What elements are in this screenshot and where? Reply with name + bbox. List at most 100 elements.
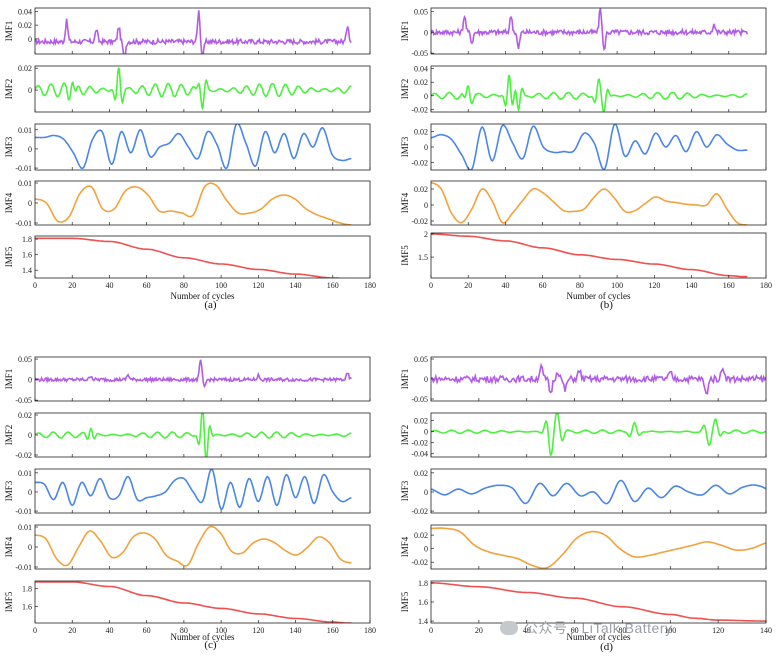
- y-tick-label: 0.01: [18, 469, 32, 478]
- y-tick-label: -0.01: [15, 507, 32, 516]
- x-tick-label: 0: [33, 281, 37, 290]
- y-axis-label: IMF4: [400, 536, 410, 557]
- y-tick-label: -0.05: [411, 395, 428, 404]
- x-tick-label: 100: [215, 281, 227, 290]
- series-line-imf1: [35, 10, 352, 54]
- figure-caption: (a): [204, 299, 217, 311]
- x-tick-label: 140: [290, 281, 302, 290]
- y-axis-label: IMF1: [4, 369, 14, 390]
- x-tick-label: 40: [105, 626, 113, 635]
- x-tick-label: 80: [618, 626, 626, 635]
- y-tick-label: -0.02: [15, 451, 32, 460]
- y-axis-label: IMF5: [4, 246, 14, 267]
- x-tick-label: 40: [501, 281, 509, 290]
- x-tick-label: 100: [611, 281, 623, 290]
- y-tick-label: -0.02: [411, 439, 428, 448]
- x-tick-label: 180: [760, 281, 772, 290]
- y-tick-label: 0.02: [18, 64, 32, 73]
- panel-frame: [430, 123, 767, 171]
- y-tick-label: 0.02: [414, 185, 428, 194]
- x-tick-label: 120: [252, 626, 264, 635]
- y-tick-label: 0: [28, 488, 32, 497]
- panel-frame: [430, 412, 767, 458]
- x-tick-label: 0: [429, 626, 433, 635]
- panel-frame: [34, 580, 371, 624]
- y-tick-label: 1.6: [418, 598, 428, 607]
- y-tick-label: 0.05: [18, 355, 32, 364]
- x-tick-label: 60: [571, 626, 579, 635]
- panel-imf1: 0.04 0.02 0 IMF1: [4, 7, 371, 55]
- y-tick-label: 0.05: [414, 355, 428, 364]
- x-tick-label: 100: [664, 626, 676, 635]
- panel-frame: [34, 7, 371, 55]
- y-tick-label: 0: [424, 143, 428, 152]
- series-line-imf3: [35, 124, 352, 170]
- series-line-imf4: [35, 182, 352, 225]
- x-tick-label: 160: [327, 281, 339, 290]
- y-axis-label: IMF3: [4, 136, 14, 157]
- y-tick-label: 1.5: [418, 253, 428, 262]
- y-tick-label: 1.8: [22, 584, 32, 593]
- y-axis-label: IMF4: [4, 192, 14, 213]
- y-tick-label: -0.05: [411, 49, 428, 58]
- x-tick-label: 160: [327, 626, 339, 635]
- x-tick-label: 40: [523, 626, 531, 635]
- series-line-imf3: [431, 479, 766, 505]
- y-tick-label: -0.01: [15, 563, 32, 572]
- y-axis-label: IMF2: [4, 79, 14, 100]
- panel-frame: [34, 356, 371, 402]
- panel-imf5: 1.8 1.6 1.4 IMF5: [4, 235, 371, 279]
- y-axis-label: IMF2: [400, 79, 410, 100]
- y-axis-label: IMF2: [400, 425, 410, 446]
- panel-frame: [430, 7, 767, 55]
- x-tick-label: 0: [33, 626, 37, 635]
- panel-frame: [34, 123, 371, 171]
- x-tick-label: 60: [143, 626, 151, 635]
- x-tick-label: 140: [686, 281, 698, 290]
- y-axis-label: IMF4: [400, 192, 410, 213]
- y-tick-label: 0: [424, 488, 428, 497]
- x-tick-label: 20: [68, 281, 76, 290]
- y-axis-label: IMF1: [400, 369, 410, 390]
- x-tick-label: 20: [475, 626, 483, 635]
- y-tick-label: 2: [424, 230, 428, 239]
- y-tick-label: 0: [424, 92, 428, 101]
- panel-frame: [34, 65, 371, 113]
- chart-b: 0.050-0.05IMF10.040.020-0.02IMF20.020-0.…: [400, 7, 772, 311]
- y-tick-label: 1.8: [418, 579, 428, 588]
- x-tick-label: 120: [712, 626, 724, 635]
- y-tick-label: 1.8: [22, 235, 32, 244]
- y-axis-label: IMF5: [400, 245, 410, 266]
- series-line-imf5: [35, 581, 352, 623]
- series-line-imf3: [431, 124, 748, 170]
- chart-c: 0.050-0.05IMF10.020-0.02IMF20.010-0.01IM…: [4, 355, 376, 651]
- y-tick-label: 0: [424, 28, 428, 37]
- x-axis-label: Number of cycles: [171, 291, 235, 301]
- series-line-imf2: [431, 413, 766, 457]
- series-line-imf1: [431, 8, 749, 52]
- y-tick-label: 0: [28, 86, 32, 95]
- series-line-imf2: [35, 67, 352, 111]
- x-tick-label: 20: [68, 626, 76, 635]
- y-tick-label: 0.02: [414, 469, 428, 478]
- y-axis-label: IMF3: [400, 480, 410, 501]
- y-tick-label: 0.04: [414, 65, 428, 74]
- y-tick-label: 0.02: [414, 531, 428, 540]
- series-line-imf2: [431, 74, 748, 112]
- x-tick-label: 20: [464, 281, 472, 290]
- x-tick-label: 120: [648, 281, 660, 290]
- figure-caption: (d): [600, 641, 613, 653]
- series-line-imf5: [431, 582, 766, 622]
- y-tick-label: 0.02: [18, 411, 32, 420]
- y-tick-label: 1.6: [22, 603, 32, 612]
